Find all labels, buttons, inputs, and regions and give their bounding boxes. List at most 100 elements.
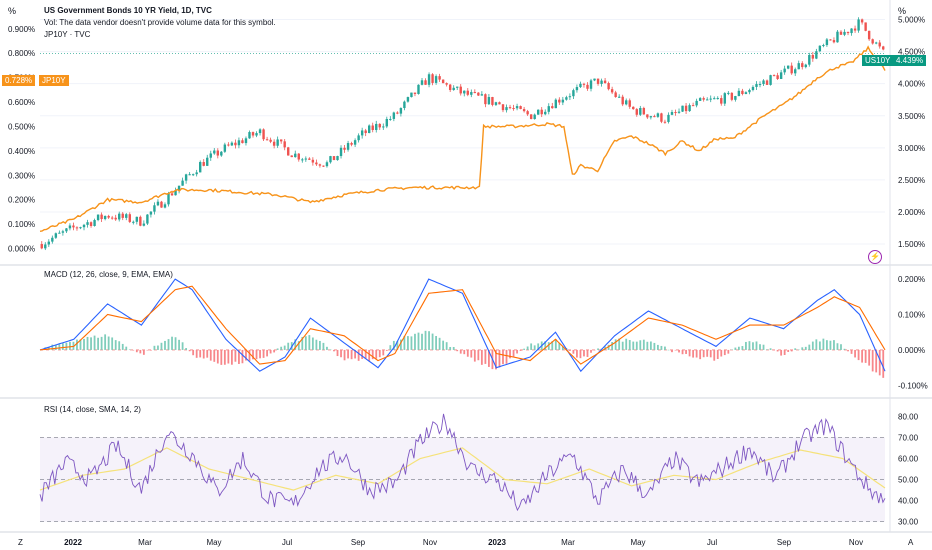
rsi-axis-tick-label: 60.00 bbox=[898, 454, 919, 463]
macd-histogram-bar bbox=[389, 345, 392, 350]
x-axis-tick-label: Jul bbox=[282, 538, 292, 547]
macd-histogram-bar bbox=[523, 348, 526, 350]
candle-body bbox=[727, 92, 730, 94]
macd-histogram-bar bbox=[350, 349, 353, 360]
candle-body bbox=[751, 86, 755, 91]
macd-histogram-bar bbox=[459, 349, 462, 354]
zoom-auto-button[interactable]: Z bbox=[18, 538, 23, 547]
x-axis-tick-label: 2023 bbox=[488, 538, 506, 547]
candle-body bbox=[272, 141, 276, 146]
candle-body bbox=[730, 92, 734, 100]
candle-body bbox=[262, 129, 265, 140]
macd-histogram-bar bbox=[702, 349, 705, 358]
us10y-label-tag: US10Y bbox=[862, 55, 894, 66]
candle-body bbox=[375, 123, 378, 130]
candle-body bbox=[58, 232, 61, 234]
compare-symbol-legend[interactable]: JP10Y · TVC bbox=[44, 30, 91, 39]
macd-histogram-bar bbox=[442, 340, 445, 350]
macd-histogram-bar bbox=[790, 349, 793, 352]
macd-histogram-bar bbox=[773, 349, 775, 351]
macd-histogram-bar bbox=[804, 346, 807, 350]
macd-histogram-bar bbox=[438, 337, 441, 350]
macd-histogram-bar bbox=[808, 344, 811, 350]
macd-histogram-bar bbox=[167, 339, 170, 350]
macd-line bbox=[39, 278, 886, 373]
macd-histogram-bar bbox=[241, 349, 244, 364]
candle-body bbox=[639, 108, 642, 115]
macd-histogram-bar bbox=[301, 337, 304, 350]
candle-body bbox=[642, 108, 646, 115]
candle-body bbox=[547, 106, 550, 112]
candle-body bbox=[103, 215, 107, 220]
candle-body bbox=[850, 28, 853, 34]
candle-body bbox=[829, 39, 832, 41]
candle-body bbox=[688, 105, 691, 112]
macd-histogram-bar bbox=[579, 349, 582, 359]
candle-body bbox=[737, 90, 741, 97]
macd-histogram-bar bbox=[178, 339, 180, 350]
candle-body bbox=[466, 90, 469, 95]
candle-body bbox=[698, 98, 702, 101]
macd-histogram-bar bbox=[308, 335, 311, 350]
candle-body bbox=[674, 112, 677, 114]
macd-histogram-bar bbox=[480, 349, 483, 365]
candle-body bbox=[403, 101, 406, 109]
jp10y-label-tag: JP10Y bbox=[39, 75, 69, 86]
auto-scale-button[interactable]: A bbox=[908, 538, 914, 547]
alert-flash-icon[interactable]: ⚡ bbox=[868, 250, 882, 264]
right-axis-tick-label: 3.000% bbox=[898, 144, 925, 153]
candle-body bbox=[315, 162, 318, 165]
candle-body bbox=[846, 31, 850, 34]
macd-histogram-bar bbox=[333, 349, 335, 352]
x-axis-tick-label: 2022 bbox=[64, 538, 82, 547]
macd-histogram-bar bbox=[664, 346, 666, 350]
macd-histogram-bar bbox=[649, 341, 652, 350]
macd-histogram-bar bbox=[449, 346, 452, 350]
candle-body bbox=[857, 19, 860, 31]
candle-body bbox=[177, 185, 181, 191]
macd-histogram-bar bbox=[223, 349, 226, 365]
macd-histogram-bar bbox=[864, 349, 867, 363]
macd-histogram-bar bbox=[121, 343, 124, 350]
candle-body bbox=[216, 150, 220, 156]
macd-histogram-bar bbox=[294, 339, 297, 350]
candle-body bbox=[614, 92, 617, 98]
volume-note: Vol: The data vendor doesn't provide vol… bbox=[44, 18, 276, 27]
candle-body bbox=[572, 90, 575, 97]
macd-histogram-bar bbox=[146, 349, 149, 351]
macd-histogram-bar bbox=[646, 341, 649, 350]
jp10y-price-tag: 0.728% bbox=[2, 75, 36, 86]
right-axis-tick-label: 1.500% bbox=[898, 240, 925, 249]
candle-body bbox=[677, 111, 681, 113]
macd-histogram-bar bbox=[871, 349, 874, 372]
macd-histogram-bar bbox=[417, 332, 420, 350]
candle-body bbox=[797, 63, 800, 70]
macd-histogram-bar bbox=[368, 349, 371, 362]
candle-body bbox=[89, 222, 93, 226]
macd-histogram-bar bbox=[568, 349, 571, 351]
macd-histogram-bar bbox=[456, 349, 459, 352]
candle-body bbox=[40, 244, 43, 249]
candle-body bbox=[241, 140, 244, 144]
macd-histogram-bar bbox=[104, 334, 107, 350]
macd-histogram-bar bbox=[54, 344, 57, 350]
macd-histogram-bar bbox=[498, 349, 501, 368]
macd-histogram-bar bbox=[554, 339, 557, 350]
candle-body bbox=[438, 76, 441, 80]
candle-body bbox=[649, 116, 653, 118]
macd-histogram-bar bbox=[248, 349, 251, 361]
x-axis-tick-label: May bbox=[206, 538, 221, 547]
macd-histogram-bar bbox=[826, 340, 828, 350]
candle-body bbox=[195, 172, 198, 175]
candle-body bbox=[456, 86, 459, 88]
macd-histogram-bar bbox=[238, 349, 240, 364]
macd-histogram-bar bbox=[171, 336, 173, 350]
macd-histogram-bar bbox=[716, 349, 719, 360]
macd-histogram-bar bbox=[150, 349, 152, 351]
macd-histogram-bar bbox=[188, 349, 191, 352]
macd-histogram-bar bbox=[558, 343, 561, 350]
candle-body bbox=[755, 84, 758, 87]
macd-histogram-bar bbox=[822, 338, 825, 350]
macd-histogram-bar bbox=[65, 342, 68, 350]
macd-histogram-bar bbox=[477, 349, 480, 361]
